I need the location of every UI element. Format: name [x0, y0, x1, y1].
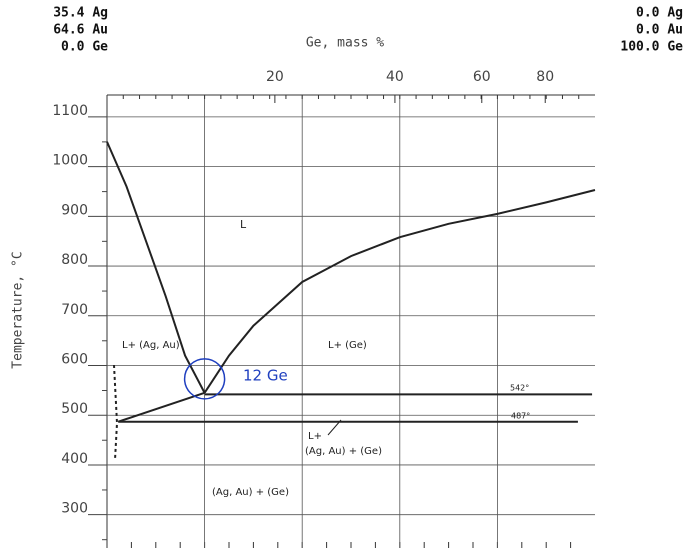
composition-right: 0.0 Au [636, 23, 683, 38]
highlight-circle [183, 358, 226, 400]
composition-right: 0.0 Ag [636, 6, 683, 21]
y-tick-label: 900 [61, 202, 88, 218]
x-tick-label: 60 [473, 69, 491, 85]
x-tick-label: 40 [386, 69, 404, 85]
x-tick-label: 20 [266, 69, 284, 85]
composition-left: 64.6 Au [53, 23, 108, 38]
y-tick-label: 700 [61, 302, 88, 318]
region-label: 487° [511, 412, 530, 421]
phase-boundary [203, 189, 596, 394]
region-label: (Ag, Au) + (Ge) [212, 487, 289, 498]
y-tick-label: 800 [61, 252, 88, 268]
highlight-label: 12 Ge [243, 367, 288, 385]
composition-left: 0.0 Ge [61, 40, 108, 55]
y-tick-label: 400 [61, 451, 88, 467]
region-label: (Ag, Au) + (Ge) [305, 446, 382, 457]
leader [327, 419, 342, 436]
region-label: L [240, 218, 247, 231]
y-tick-label: 1100 [52, 103, 88, 119]
region-label: 542° [510, 384, 529, 393]
region-label: L+ (Ge) [328, 340, 367, 351]
y-tick-label: 300 [61, 501, 88, 517]
y-axis-label: Temperature, °C [11, 251, 26, 368]
phase-boundary [117, 391, 205, 423]
region-label: L+ [308, 431, 322, 442]
x-tick-label: 80 [536, 69, 554, 85]
y-tick-label: 500 [61, 401, 88, 417]
region-label: L+ (Ag, Au) [122, 340, 180, 351]
y-tick-label: 1000 [52, 153, 88, 169]
composition-right: 100.0 Ge [620, 40, 683, 55]
y-tick-label: 600 [61, 352, 88, 368]
x-axis-label: Ge, mass % [306, 36, 384, 51]
solvus-dashed [113, 364, 119, 461]
phase-boundary [106, 141, 206, 394]
composition-left: 35.4 Ag [53, 6, 108, 21]
